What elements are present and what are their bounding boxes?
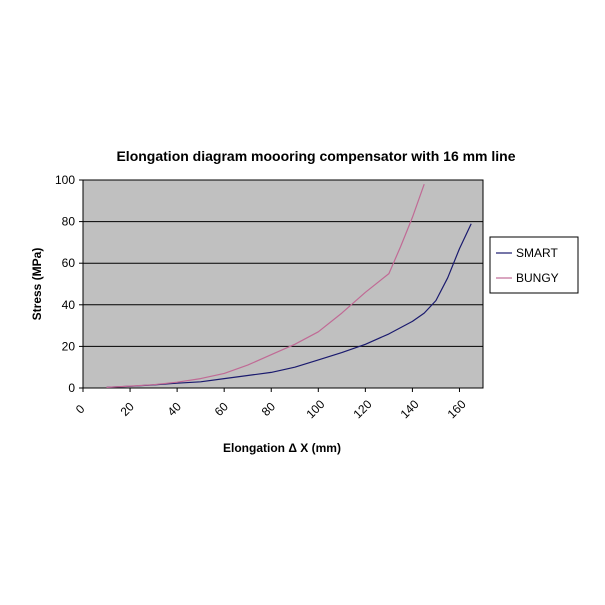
x-tick-label: 20 <box>118 399 138 419</box>
x-tick-label: 160 <box>445 397 469 421</box>
plot-area <box>82 179 484 389</box>
series-lines <box>106 183 472 388</box>
legend: SMART BUNGY <box>489 236 579 294</box>
series-line-smart <box>106 223 472 388</box>
y-tick-label: 80 <box>62 215 76 229</box>
legend-label-smart: SMART <box>516 246 558 260</box>
y-axis-title: Stress (MPa) <box>30 248 44 321</box>
x-tick-label: 40 <box>165 399 185 419</box>
legend-box <box>489 236 579 294</box>
y-tick-label: 0 <box>68 381 75 395</box>
x-tick-label: 0 <box>73 402 88 417</box>
chart-title: Elongation diagram moooring compensator … <box>116 148 515 164</box>
y-tick-label: 100 <box>55 173 75 187</box>
y-tick-label: 20 <box>62 339 76 353</box>
legend-label-bungy: BUNGY <box>516 271 559 285</box>
x-tick-label: 60 <box>212 399 232 419</box>
x-tick-label: 140 <box>398 397 422 421</box>
y-tick-label: 60 <box>62 256 76 270</box>
x-tick-label: 80 <box>259 399 279 419</box>
y-tick-label: 40 <box>62 298 76 312</box>
x-axis-ticks: 0 20 40 60 80 100 120 140 160 <box>73 388 469 421</box>
x-axis-title: Elongation Δ X (mm) <box>223 441 341 455</box>
gridlines <box>83 221 483 347</box>
series-line-bungy <box>106 183 425 388</box>
x-tick-label: 120 <box>350 397 374 421</box>
y-axis-ticks: 0 20 40 60 80 100 <box>55 173 83 395</box>
x-tick-label: 100 <box>303 397 327 421</box>
